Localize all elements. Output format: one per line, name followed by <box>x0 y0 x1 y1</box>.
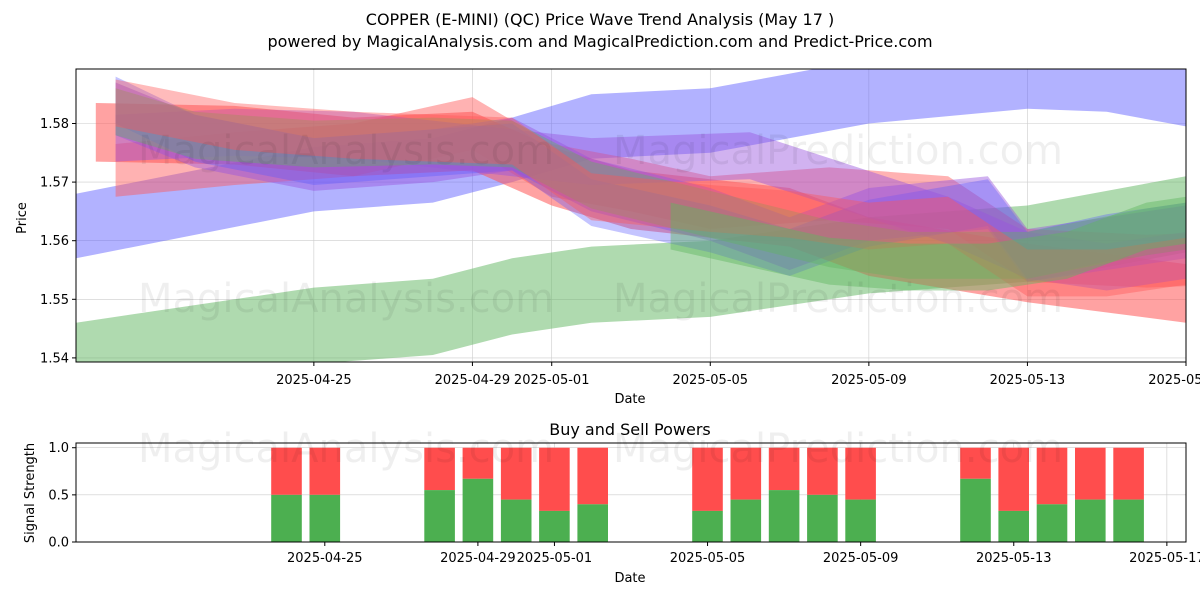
bottom-ytick-label: 0.5 <box>48 488 69 503</box>
buy-power-bar <box>309 494 341 542</box>
buy-power-bar <box>998 510 1029 542</box>
bottom-xtick-label: 2025-05-13 <box>976 551 1052 566</box>
wave-band-green-wave-1 <box>115 88 1186 279</box>
sell-power-bar <box>1036 447 1068 505</box>
top-xtick-label: 2025-04-25 <box>276 373 352 388</box>
buy-power-bar <box>807 494 838 542</box>
buy-power-bar <box>424 490 455 542</box>
bottom-ytick-label: 0.0 <box>48 536 69 551</box>
bottom-chart-title: Buy and Sell Powers <box>549 420 711 439</box>
buy-sell-panel: Buy and Sell Powers MagicalAnalysis.com … <box>23 420 1200 586</box>
sell-power-bar <box>539 447 570 511</box>
bottom-xtick-label: 2025-04-25 <box>287 551 363 566</box>
watermark-mid-left: MagicalAnalysis.com <box>138 276 554 322</box>
wave-band-red-wave-1 <box>95 103 1186 323</box>
buy-power-bar <box>577 504 608 542</box>
top-plot-frame <box>75 68 1187 363</box>
wave-band-red-wave-2 <box>115 97 1186 288</box>
bottom-xtick-label: 2025-05-09 <box>823 551 899 566</box>
top-xtick-label: 2025-05-17 <box>1148 373 1200 388</box>
sell-power-bar <box>271 447 302 495</box>
sell-power-bar <box>730 447 762 500</box>
top-ytick-label: 1.56 <box>40 234 69 249</box>
buy-power-bar <box>692 510 723 542</box>
wave-band-purple-wave-2 <box>115 108 1186 291</box>
buy-power-bar <box>500 499 532 542</box>
sell-power-bar <box>845 447 876 500</box>
sell-power-bar <box>807 447 838 495</box>
buy-power-bar <box>539 510 570 542</box>
sell-power-bar <box>960 447 991 479</box>
sell-power-bar <box>1075 447 1106 500</box>
price-wave-panel: MagicalAnalysis.com MagicalPrediction.co… <box>15 68 1200 407</box>
watermark-bottom-left: MagicalAnalysis.com <box>138 426 554 472</box>
top-xtick-label: 2025-05-09 <box>831 373 907 388</box>
bottom-plot-frame <box>75 442 1187 543</box>
wave-band-red-wave-3 <box>115 79 1186 297</box>
top-ytick-label: 1.57 <box>40 176 69 191</box>
top-x-axis-label: Date <box>614 392 645 407</box>
watermark-bottom-right: MagicalPrediction.com <box>613 426 1063 472</box>
bottom-x-axis: 2025-04-25 2025-04-29 2025-05-01 2025-05-05… <box>287 542 1200 566</box>
top-xtick-label: 2025-05-05 <box>673 373 749 388</box>
top-x-axis: 2025-04-25 2025-04-29 2025-05-01 2025-05-05… <box>276 362 1200 388</box>
sell-power-bar <box>1113 447 1144 500</box>
bottom-y-axis: 0.0 0.5 1.0 <box>48 441 76 551</box>
top-xtick-label: 2025-05-13 <box>990 373 1066 388</box>
bottom-xtick-label: 2025-05-17 <box>1129 551 1200 566</box>
sell-power-bar <box>768 447 800 491</box>
buy-sell-bars <box>271 447 1144 542</box>
buy-power-bar <box>271 494 302 542</box>
bottom-xtick-label: 2025-04-29 <box>440 551 516 566</box>
buy-power-bar <box>1036 504 1068 542</box>
bottom-ytick-label: 1.0 <box>48 441 69 456</box>
buy-power-bar <box>960 478 991 542</box>
watermark-mid-right: MagicalPrediction.com <box>613 276 1063 322</box>
chart-title-line2: powered by MagicalAnalysis.com and Magic… <box>267 32 932 51</box>
wave-band-green-wave-long <box>76 176 1186 362</box>
sell-power-bar <box>424 447 455 491</box>
sell-power-bar <box>692 447 723 511</box>
wave-series-group <box>76 69 1186 362</box>
top-y-axis: 1.54 1.55 1.56 1.57 1.58 <box>40 117 76 366</box>
buy-power-bar <box>768 490 800 542</box>
top-ytick-label: 1.58 <box>40 117 69 132</box>
bottom-xtick-label: 2025-05-05 <box>670 551 746 566</box>
wave-band-blue-wave-1 <box>115 76 1186 279</box>
wave-band-green-wave-2 <box>670 196 1186 291</box>
watermark-top-left: MagicalAnalysis.com <box>138 128 554 174</box>
sell-power-bar <box>500 447 532 500</box>
wave-band-blue-wave-long <box>76 69 1186 259</box>
top-ytick-label: 1.54 <box>40 351 69 366</box>
wave-band-purple-wave-1 <box>115 82 1186 282</box>
top-xtick-label: 2025-05-01 <box>514 373 590 388</box>
buy-power-bar <box>1113 499 1144 542</box>
top-xtick-label: 2025-04-29 <box>435 373 511 388</box>
chart-title-line1: COPPER (E-MINI) (QC) Price Wave Trend An… <box>366 10 834 29</box>
buy-power-bar <box>462 478 494 542</box>
buy-power-bar <box>730 499 762 542</box>
buy-power-bar <box>1075 499 1106 542</box>
top-y-axis-label: Price <box>15 202 30 234</box>
top-ytick-label: 1.55 <box>40 293 69 308</box>
sell-power-bar <box>462 447 494 479</box>
sell-power-bar <box>998 447 1029 511</box>
sell-power-bar <box>309 447 341 495</box>
bottom-x-axis-label: Date <box>614 571 645 586</box>
sell-power-bar <box>577 447 608 505</box>
watermark-top-right: MagicalPrediction.com <box>613 128 1063 174</box>
bottom-y-axis-label: Signal Strength <box>23 443 38 543</box>
buy-power-bar <box>845 499 876 542</box>
bottom-xtick-label: 2025-05-01 <box>517 551 593 566</box>
